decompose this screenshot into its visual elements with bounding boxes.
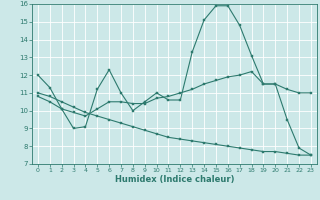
X-axis label: Humidex (Indice chaleur): Humidex (Indice chaleur) [115, 175, 234, 184]
